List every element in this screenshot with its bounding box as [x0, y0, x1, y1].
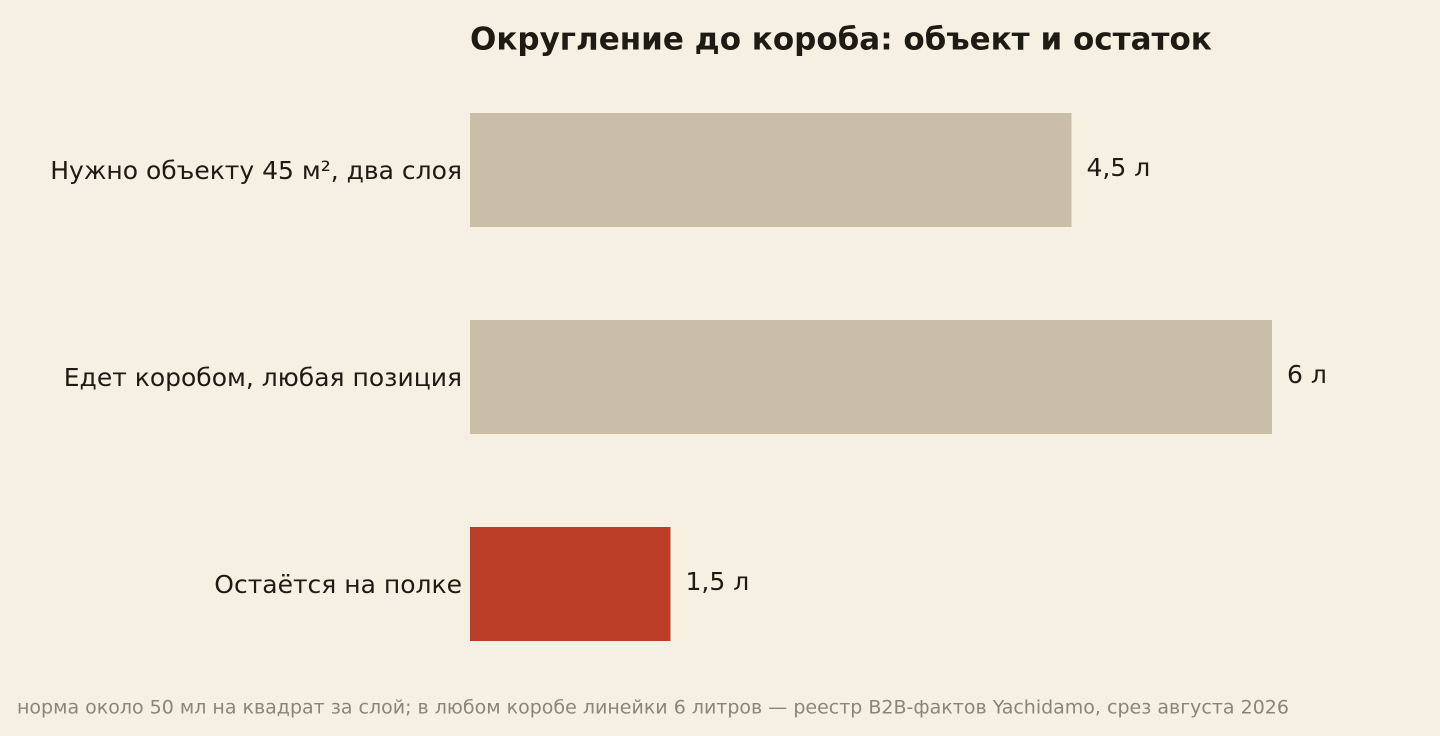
value-label: 6 л	[1287, 360, 1327, 389]
chart-title: Округление до короба: объект и остаток	[470, 22, 1212, 58]
category-label: Остаётся на полке	[214, 570, 462, 599]
bar	[470, 320, 1272, 434]
bar	[470, 113, 1072, 227]
category-label: Едет коробом, любая позиция	[64, 363, 462, 392]
value-label: 4,5 л	[1087, 153, 1151, 182]
footnote: норма около 50 мл на квадрат за слой; в …	[17, 697, 1289, 719]
value-label: 1,5 л	[686, 567, 750, 596]
category-label: Нужно объекту 45 м², два слоя	[50, 156, 462, 185]
bar	[470, 527, 671, 641]
